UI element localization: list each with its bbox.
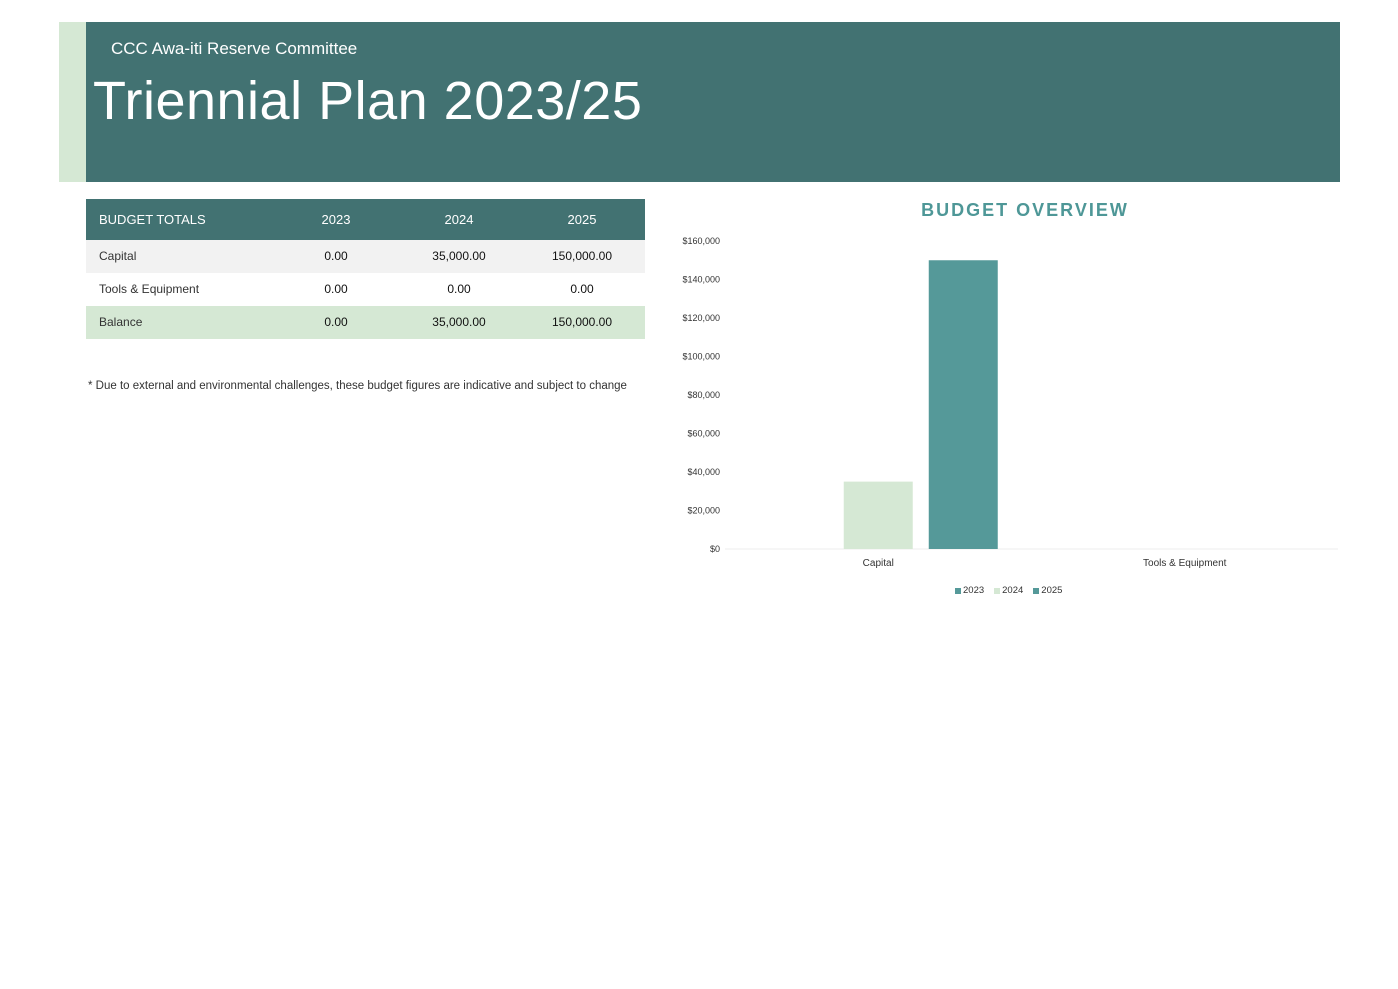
- cell-2023: 0.00: [324, 282, 348, 296]
- chart-title: BUDGET OVERVIEW: [921, 200, 1129, 220]
- legend-item-2023: 2023: [955, 585, 984, 596]
- cell-2025: 0.00: [570, 282, 594, 296]
- budget-overview-chart: $160,000 $140,000 $120,000 $100,000 $80,000 $…: [682, 236, 1338, 569]
- page-title: Triennial Plan 2023/25: [93, 71, 643, 131]
- y-tick-label: $80,000: [687, 390, 720, 400]
- y-tick-label: $160,000: [682, 236, 720, 246]
- y-tick-label: $60,000: [687, 429, 720, 439]
- header-banner: [86, 22, 1340, 182]
- cell-2025: 150,000.00: [551, 249, 613, 263]
- legend-swatch-2023: [955, 587, 961, 594]
- table-header-row: BUDGET TOTALS 2023 2024 2025: [86, 199, 645, 240]
- legend-swatch-2024: [994, 587, 1001, 594]
- legend-swatch-2025: [1033, 587, 1040, 594]
- table-row-balance: Balance 0.00 35,000.00 150,000.00: [86, 306, 645, 339]
- chart-legend: 2023 2024 2025: [955, 585, 1062, 596]
- cell-2024: 35,000.00: [432, 249, 486, 263]
- header-2023: 2023: [321, 212, 351, 227]
- y-tick-label: $100,000: [682, 352, 720, 362]
- bar-2025-0: [928, 260, 998, 549]
- bar-2024-0: [843, 481, 913, 549]
- cell-2025: 150,000.00: [551, 315, 613, 329]
- banner-accent-bar: [59, 22, 86, 182]
- budget-totals-table: BUDGET TOTALS 2023 2024 2025 Capital 0.0…: [86, 199, 645, 339]
- y-tick-label: $140,000: [682, 275, 720, 285]
- row-label: Tools & Equipment: [99, 282, 200, 296]
- header-budget-totals: BUDGET TOTALS: [99, 212, 206, 227]
- y-tick-label: $120,000: [682, 313, 720, 323]
- x-category-label: Capital: [863, 558, 894, 569]
- cell-2024: 35,000.00: [432, 315, 486, 329]
- cell-2024: 0.00: [447, 282, 471, 296]
- y-tick-label: $20,000: [687, 506, 720, 516]
- table-row-tools-equipment: Tools & Equipment 0.00 0.00 0.00: [86, 273, 645, 306]
- cell-2023: 0.00: [324, 249, 348, 263]
- y-tick-label: $40,000: [687, 467, 720, 477]
- header-2024: 2024: [444, 212, 474, 227]
- y-tick-label: $0: [710, 544, 720, 554]
- legend-label-2025: 2025: [1041, 585, 1063, 596]
- cell-2023: 0.00: [324, 315, 348, 329]
- legend-label-2024: 2024: [1002, 585, 1024, 596]
- table-row-capital: Capital 0.00 35,000.00 150,000.00: [86, 240, 645, 273]
- x-category-label: Tools & Equipment: [1143, 558, 1227, 569]
- header-2025: 2025: [567, 212, 597, 227]
- legend-item-2025: 2025: [1033, 585, 1062, 596]
- disclaimer-note: * Due to external and environmental chal…: [88, 380, 627, 392]
- legend-label-2023: 2023: [963, 585, 985, 596]
- committee-name: CCC Awa-iti Reserve Committee: [111, 39, 358, 58]
- row-label: Capital: [99, 249, 137, 263]
- legend-item-2024: 2024: [994, 585, 1023, 596]
- row-label: Balance: [99, 315, 143, 329]
